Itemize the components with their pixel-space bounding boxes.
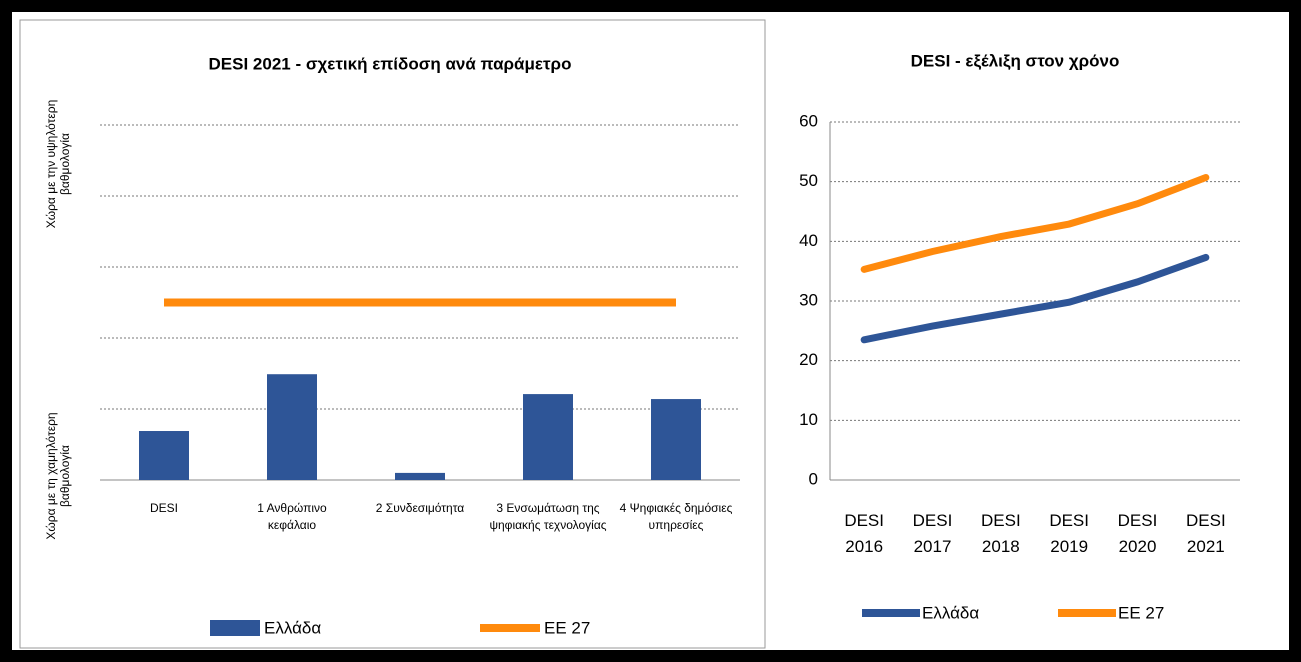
- line: [860, 253, 1210, 344]
- y-label-top: Χώρα με την υψηλότερη βαθμολογία: [44, 99, 72, 229]
- legend-label: ΕΕ 27: [1118, 603, 1164, 622]
- y-tick-label: 30: [799, 290, 818, 309]
- x-tick-label: 1 Ανθρώπινο κεφάλαιο: [257, 501, 327, 532]
- legend-swatch: [210, 620, 260, 636]
- x-tick-label: DESI 2020: [1117, 511, 1158, 556]
- x-tick-label: DESI 2019: [1049, 511, 1089, 556]
- chart-title: DESI - εξέλιξη στον χρόνο: [911, 51, 1120, 70]
- x-tick-label: 4 Ψηφιακές δημόσιες υπηρεσίες: [619, 501, 733, 532]
- bar: [139, 431, 189, 480]
- legend-label: ΕΕ 27: [544, 618, 590, 637]
- y-tick-label: 20: [799, 350, 818, 369]
- bar: [651, 399, 701, 480]
- x-tick-label: DESI: [149, 501, 178, 515]
- bar: [267, 374, 317, 480]
- bar: [395, 472, 445, 480]
- x-tick-label: DESI 2016: [844, 511, 884, 556]
- y-label-bottom: Χώρα με τη χαμηλότερη βαθμολογία: [44, 412, 72, 540]
- bar: [523, 394, 573, 480]
- legend-label: Ελλάδα: [922, 603, 979, 622]
- x-tick-label: DESI 2018: [980, 511, 1021, 556]
- y-tick-label: 40: [799, 231, 818, 250]
- y-tick-label: 50: [799, 171, 818, 190]
- y-tick-label: 0: [809, 469, 818, 488]
- chart-title: DESI 2021 - σχετική επίδοση ανά παράμετρ…: [209, 54, 572, 73]
- panel-border: [19, 19, 766, 649]
- x-tick-label: 2 Συνδεσιμότητα: [375, 501, 465, 515]
- y-tick-label: 60: [799, 111, 818, 130]
- x-tick-label: DESI 2017: [912, 511, 953, 556]
- y-tick-label: 10: [799, 410, 818, 429]
- legend-label: Ελλάδα: [264, 618, 321, 637]
- line: [860, 173, 1210, 273]
- x-tick-label: 3 Ενσωμάτωση της ψηφιακής τεχνολογίας: [489, 501, 607, 532]
- x-tick-label: DESI 2021: [1185, 511, 1226, 556]
